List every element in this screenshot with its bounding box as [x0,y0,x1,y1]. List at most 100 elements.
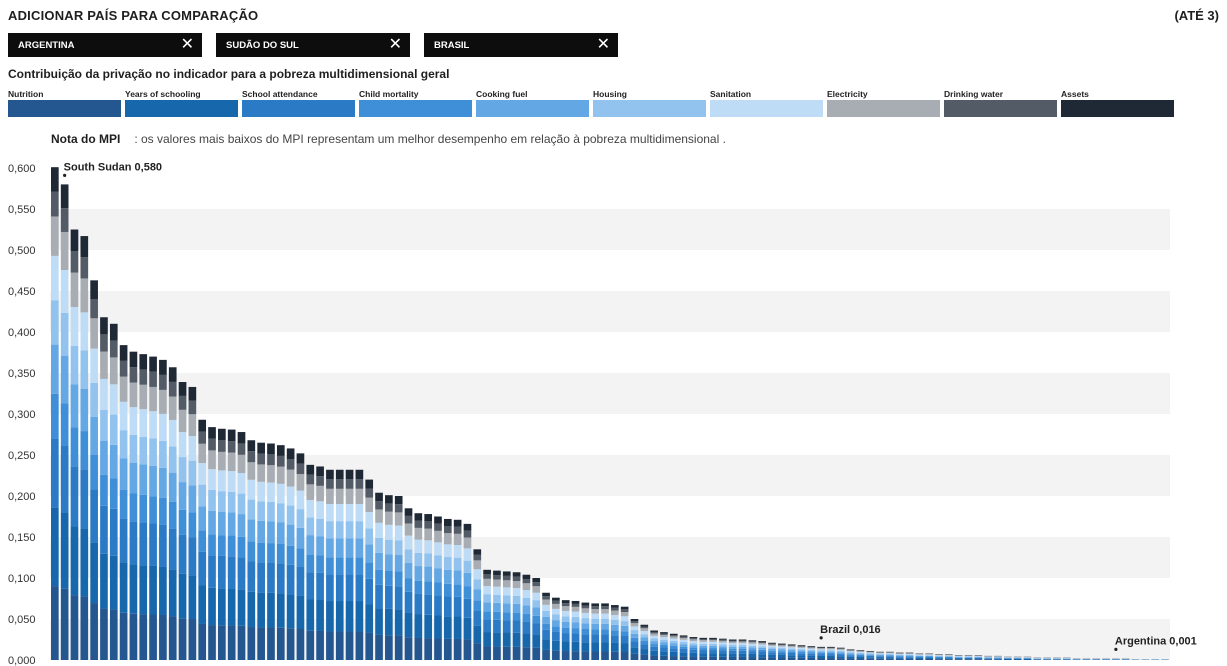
country-chip-south-sudan[interactable]: SUDÃO DO SUL ✕ [216,33,410,57]
bar-segment-housing [679,642,688,645]
legend-item[interactable]: Child mortality [359,89,472,117]
legend-item[interactable]: School attendance [242,89,355,117]
bar-segment-drinking-water [611,607,619,611]
bar-segment-electricity [188,414,197,437]
legend-item[interactable]: Sanitation [710,89,823,117]
bar-segment-housing [296,509,305,528]
bar-segment-years-of-schooling [424,614,432,639]
bar-segment-sanitation [689,641,698,644]
bar-segment-electricity [630,623,639,627]
bar-segment-school-attendance [473,610,482,626]
legend-item[interactable]: Assets [1061,89,1174,117]
bar-segment-nutrition [994,659,1002,660]
close-icon[interactable]: ✕ [596,36,610,53]
close-icon[interactable]: ✕ [388,36,402,53]
bar-segment-nutrition [807,657,816,660]
bar-segment-cooking-fuel [542,616,550,624]
bar-segment-nutrition [316,630,324,660]
bar-segment-child-mortality [886,655,894,657]
bar-segment-assets [768,642,776,644]
legend-item[interactable]: Housing [593,89,706,117]
bar-segment-sanitation [109,384,118,415]
bar-segment-housing [375,537,383,553]
bar-segment-sanitation [866,652,875,654]
bar-segment-drinking-water [483,574,491,579]
bar-segment-nutrition [856,658,865,660]
bar-segment-child-mortality [90,454,98,490]
bar-segment-child-mortality [945,656,953,658]
bar-segment-housing [935,655,943,657]
bar-segment-child-mortality [699,648,708,651]
bar-segment-nutrition [335,631,344,660]
bar-segment-school-attendance [984,658,992,659]
bar-segment-housing [473,579,482,590]
bar-segment-nutrition [679,656,688,660]
bar-segment-electricity [237,454,246,474]
bar-segment-child-mortality [394,571,403,587]
bar-segment-cooking-fuel [159,467,167,498]
bar-segment-years-of-schooling [109,555,118,610]
bar-segment-electricity [502,580,511,588]
bar-segment-drinking-water [404,515,413,524]
bar-segment-nutrition [159,614,167,660]
bar-segment-cooking-fuel [51,344,59,394]
mpi-stacked-bar-chart: 0,000 0,050 0,100 0,150 0,200 0,250 0,300 0,350… [8,161,1197,666]
bar-segment-electricity [581,608,590,613]
bar-segment-years-of-schooling [394,609,403,636]
bar-segment-school-attendance [100,505,108,554]
bar-segment-child-mortality [306,554,315,573]
bar-segment-drinking-water [129,367,138,383]
country-chip-brazil[interactable]: BRASIL ✕ [424,33,618,57]
bar-segment-electricity [463,537,472,549]
close-icon[interactable]: ✕ [180,36,194,53]
bar-segment-child-mortality [591,629,600,635]
bar-segment-cooking-fuel [100,440,108,475]
bar-segment-nutrition [758,657,767,660]
bar-segment-child-mortality [817,652,825,655]
bar-segment-sanitation [787,647,796,649]
bar-segment-years-of-schooling [267,592,275,628]
bar-segment-child-mortality [227,535,236,557]
bar-segment-child-mortality [453,584,462,597]
bar-segment-child-mortality [542,623,550,630]
bar-segment-sanitation [669,638,678,641]
bar-segment-electricity [846,650,855,652]
bar-segment-electricity [473,560,482,570]
bar-segment-cooking-fuel [109,444,118,479]
bar-segment-drinking-water [453,526,462,534]
legend-item[interactable]: Electricity [827,89,940,117]
legend-item[interactable]: Years of schooling [125,89,238,117]
bar-segment-drinking-water [443,526,452,534]
bar-segment-housing [542,610,550,617]
bar-segment-electricity [424,528,432,541]
bar-segment-school-attendance [758,651,767,655]
bar-segment-cooking-fuel [620,625,629,632]
bar-segment-housing [758,646,767,648]
bar-segment-nutrition [365,632,374,660]
bar-segment-nutrition [797,657,806,660]
bar-segment-assets [119,345,128,361]
bar-segment-assets [443,518,452,527]
bar-segment-electricity [404,523,413,536]
bar-segment-child-mortality [630,637,639,642]
bar-segment-years-of-schooling [286,594,295,629]
y-tick-label: 0,450 [8,286,36,298]
bar-segment-school-attendance [335,574,344,602]
bar-segment-nutrition [129,613,138,660]
bar-segment-assets [502,571,511,576]
bar-segment-school-attendance [208,555,216,588]
bar-segment-assets [561,600,570,604]
country-chip-argentina[interactable]: ARGENTINA ✕ [8,33,202,57]
bar-segment-assets [394,496,403,505]
bar-segment-child-mortality [434,582,442,596]
mpi-note-label: Nota do MPI [51,132,121,146]
legend-item[interactable]: Drinking water [944,89,1057,117]
legend-item[interactable]: Cooking fuel [476,89,589,117]
bar-segment-sanitation [168,419,177,447]
bar-segment-housing [866,653,875,655]
legend-item[interactable]: Nutrition [8,89,121,117]
bar-segment-school-attendance [552,631,560,641]
bar-segment-drinking-water [660,633,668,635]
bar-segment-housing [719,644,727,647]
y-tick-label: 0,250 [8,450,36,462]
